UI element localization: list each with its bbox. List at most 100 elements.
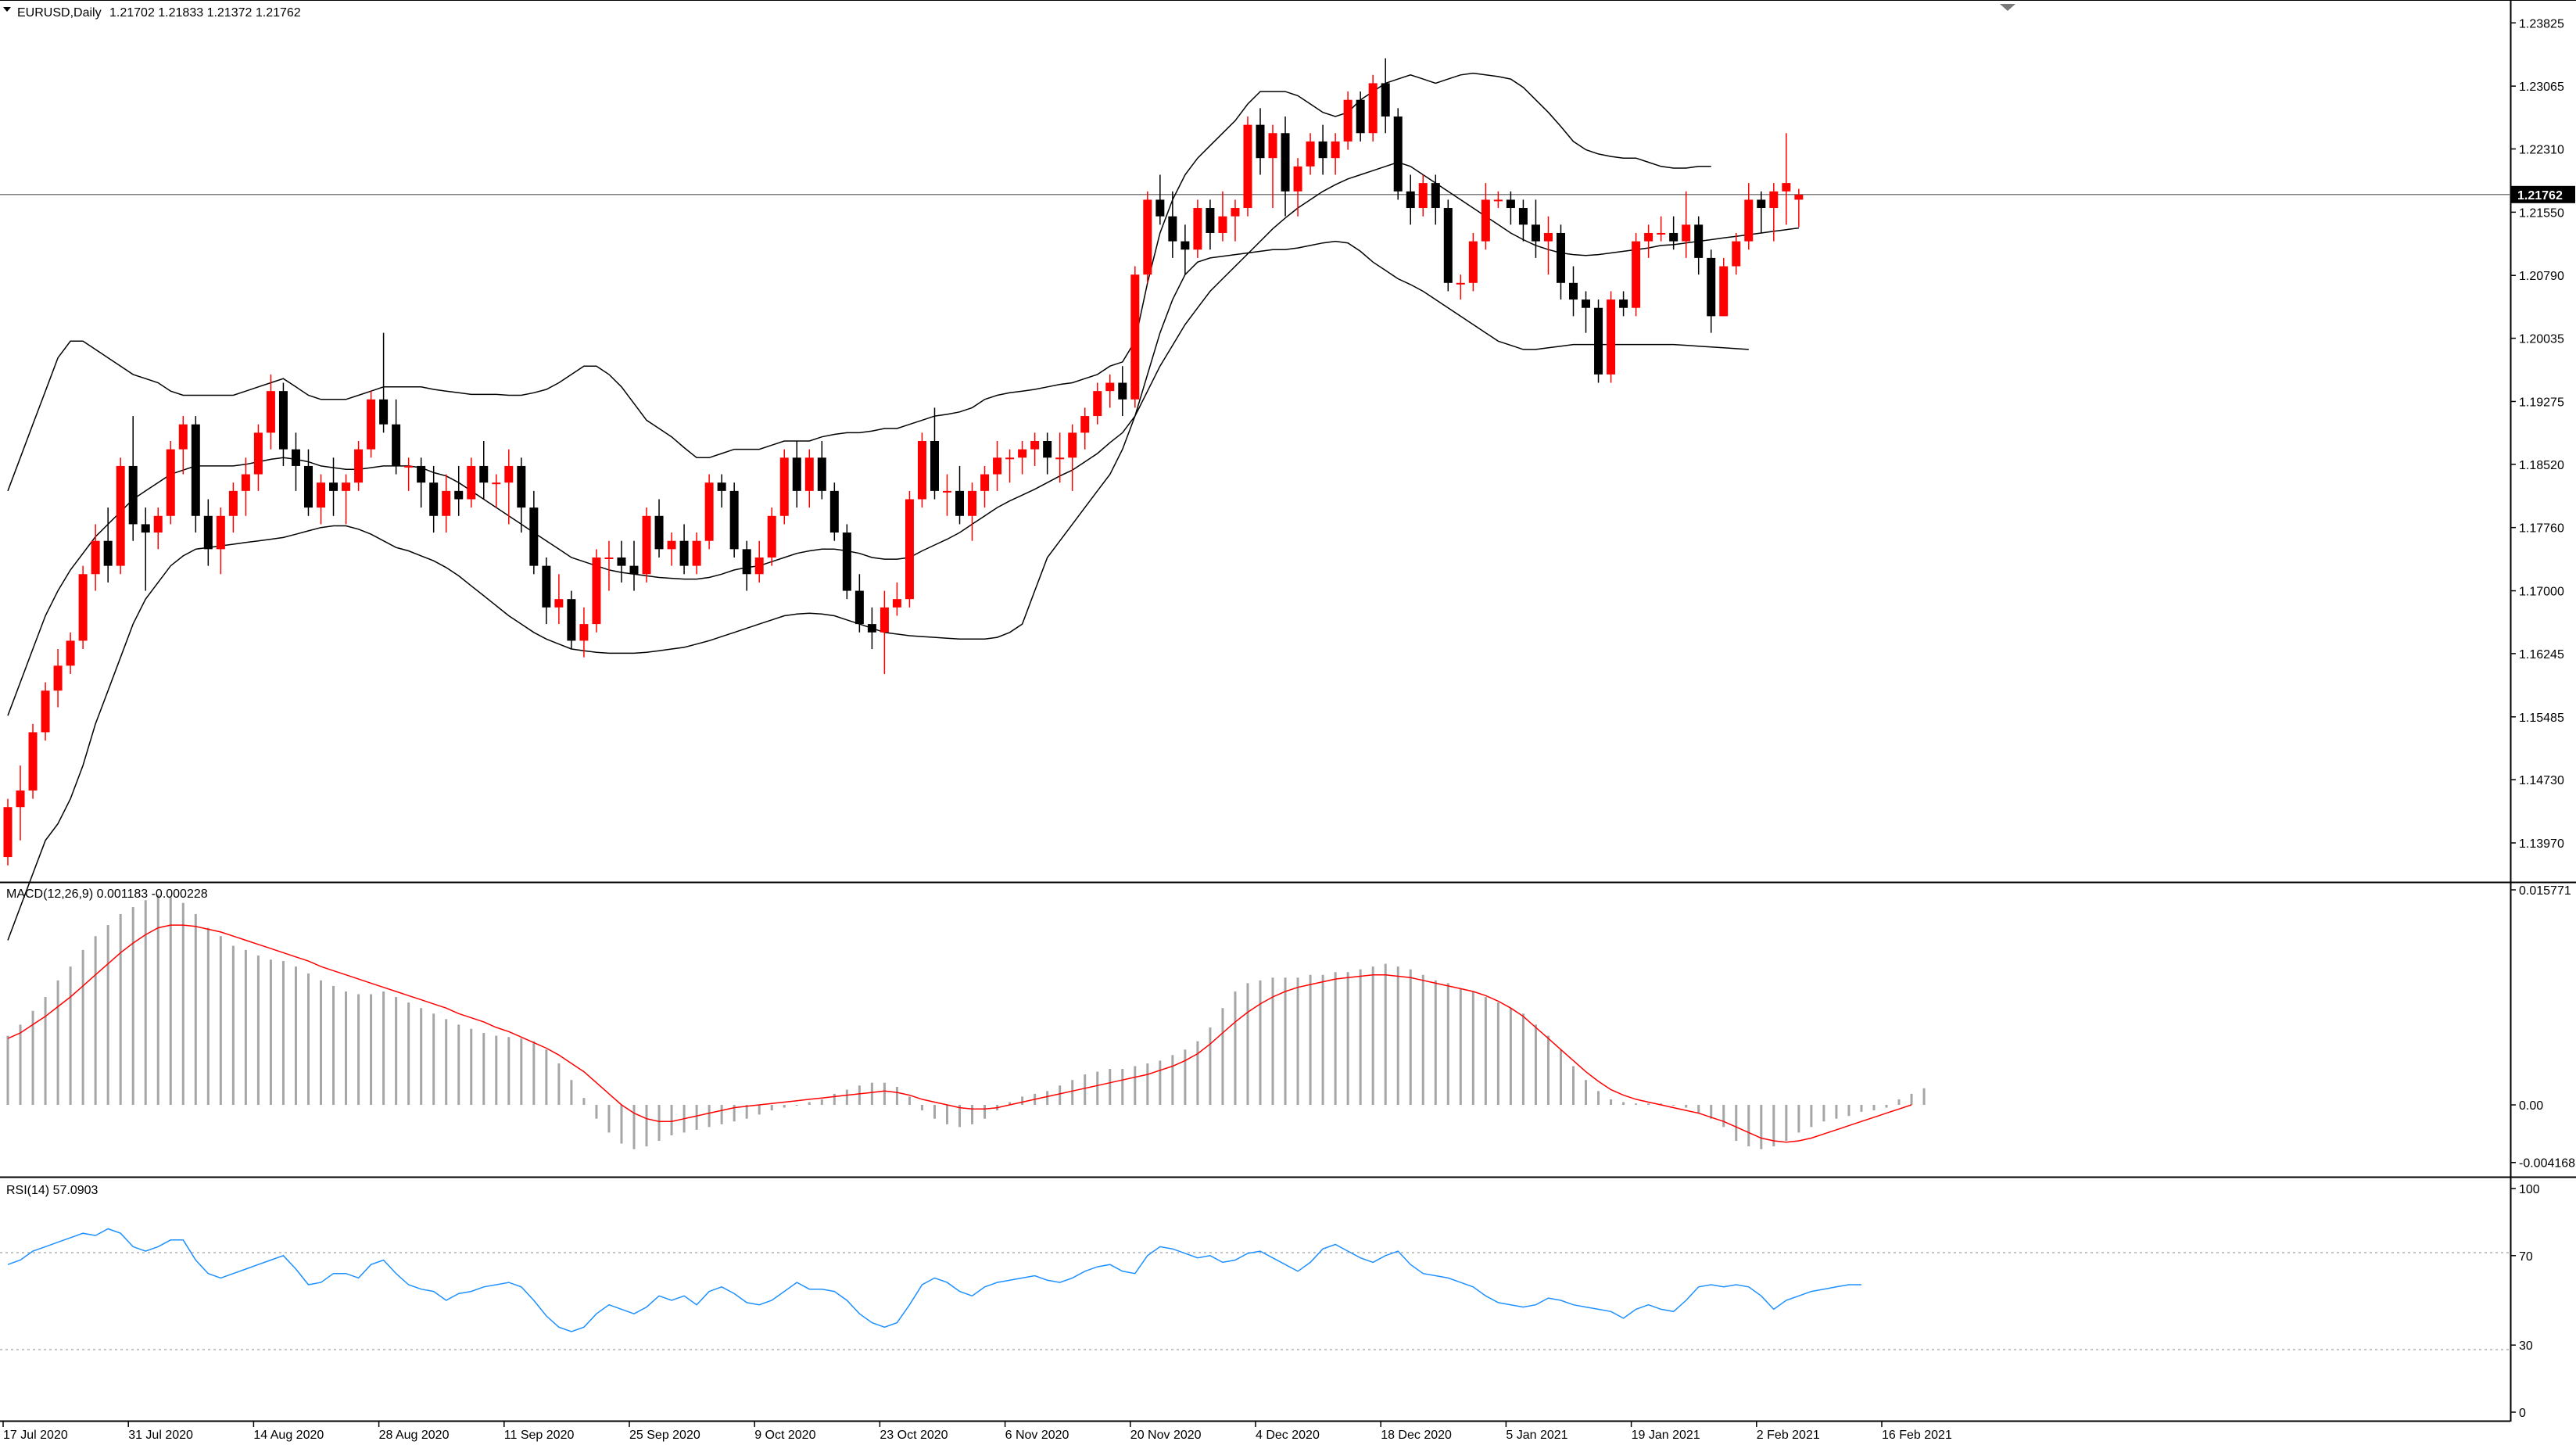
candle [278, 382, 288, 466]
candle [354, 441, 364, 491]
macd-bar [1772, 1105, 1775, 1147]
candle [1707, 249, 1716, 333]
macd-bar [1096, 1071, 1099, 1106]
candle [1318, 124, 1327, 175]
macd-bar [1747, 1105, 1750, 1147]
date-tick-label: 25 Sep 2020 [629, 1429, 700, 1442]
macd-bar [231, 945, 235, 1106]
candle [1130, 266, 1140, 408]
candle [880, 590, 889, 674]
macd-bar [94, 936, 97, 1106]
macd-bar [1109, 1069, 1112, 1106]
macd-bar [1346, 972, 1349, 1106]
candle [203, 499, 213, 566]
macd-bar [206, 927, 210, 1106]
candle [642, 507, 651, 583]
candle [417, 457, 426, 508]
date-tick-label: 9 Oct 2020 [754, 1429, 815, 1442]
candle [980, 465, 990, 508]
candle [454, 465, 464, 516]
macd-bar [1359, 969, 1362, 1106]
macd-bar [1785, 1105, 1788, 1142]
current-price-tag-text: 1.21762 [2517, 189, 2563, 203]
candle [1155, 174, 1165, 225]
band-upper [7, 72, 1711, 492]
candle [842, 524, 851, 600]
macd-bar [1071, 1080, 1074, 1106]
macd-bar [69, 966, 72, 1106]
date-tick-label: 31 Jul 2020 [128, 1429, 193, 1442]
candle [1293, 158, 1302, 217]
candle [1782, 133, 1791, 225]
candle [1757, 191, 1766, 233]
macd-bar [1371, 966, 1374, 1106]
rsi-tick-label: 0 [2519, 1407, 2526, 1420]
ohlc-values: 1.21702 1.21833 1.21372 1.21762 [109, 6, 301, 20]
candle [404, 457, 414, 491]
candle [1143, 191, 1152, 283]
candle [1343, 91, 1352, 150]
macd-bar [382, 991, 385, 1106]
macd-bar [745, 1105, 748, 1119]
candle [392, 399, 401, 475]
rsi-axis-ticks: 100 70 30 0 [2510, 1183, 2540, 1420]
candle [1481, 183, 1490, 250]
candle [579, 607, 589, 658]
macd-bar [320, 980, 322, 1106]
macd-bar [520, 1038, 523, 1106]
candle [1744, 183, 1754, 250]
candle [1694, 216, 1704, 275]
collapse-triangle-icon[interactable] [3, 7, 11, 12]
macd-bar [269, 959, 272, 1106]
macd-bar [194, 913, 197, 1106]
macd-bar [532, 1041, 536, 1106]
macd-bar [1585, 1080, 1588, 1106]
macd-bar [1572, 1066, 1575, 1106]
price-tick-label: 1.14730 [2519, 774, 2564, 787]
macd-bar [1672, 1105, 1675, 1106]
macd-bar [332, 985, 335, 1106]
candle [28, 723, 38, 799]
macd-bar [470, 1028, 473, 1106]
candle [1268, 124, 1277, 209]
macd-bar [1797, 1105, 1800, 1133]
macd-bar [733, 1105, 736, 1122]
candle [1493, 191, 1503, 209]
candle [717, 474, 726, 508]
shift-marker-icon[interactable] [2000, 4, 2015, 11]
date-tick-label: 4 Dec 2020 [1256, 1429, 1320, 1442]
macd-bar [1271, 977, 1274, 1106]
price-tick-label: 1.15485 [2519, 712, 2564, 725]
candle [517, 457, 526, 533]
candle [1030, 432, 1040, 466]
macd-bar [1121, 1069, 1124, 1106]
date-tick-label: 19 Jan 2021 [1632, 1429, 1700, 1442]
macd-bar [81, 949, 84, 1106]
candle [1431, 174, 1440, 225]
date-tick-label: 16 Feb 2021 [1882, 1429, 1952, 1442]
macd-bar [56, 980, 59, 1106]
candle [1181, 224, 1190, 275]
price-tick-label: 1.17760 [2519, 522, 2564, 536]
macd-histogram [6, 895, 1926, 1149]
candle [241, 457, 250, 516]
candle [779, 449, 789, 525]
macd-bar [870, 1082, 873, 1106]
rsi-title: RSI(14) 57.0903 [6, 1184, 99, 1197]
date-tick-label: 28 Aug 2020 [379, 1429, 450, 1442]
candle [41, 682, 50, 741]
date-tick-label: 5 Jan 2021 [1506, 1429, 1567, 1442]
macd-bar [933, 1105, 936, 1119]
candle [1281, 116, 1290, 217]
candle [1607, 291, 1616, 383]
macd-bar [131, 907, 134, 1106]
macd-bar [1184, 1049, 1187, 1106]
candle [429, 465, 439, 533]
macd-bar [1259, 980, 1262, 1106]
macd-bar [1710, 1105, 1713, 1119]
candle [1594, 299, 1603, 383]
candle [1619, 291, 1628, 317]
macd-bar [432, 1013, 435, 1106]
candle [1543, 216, 1553, 275]
